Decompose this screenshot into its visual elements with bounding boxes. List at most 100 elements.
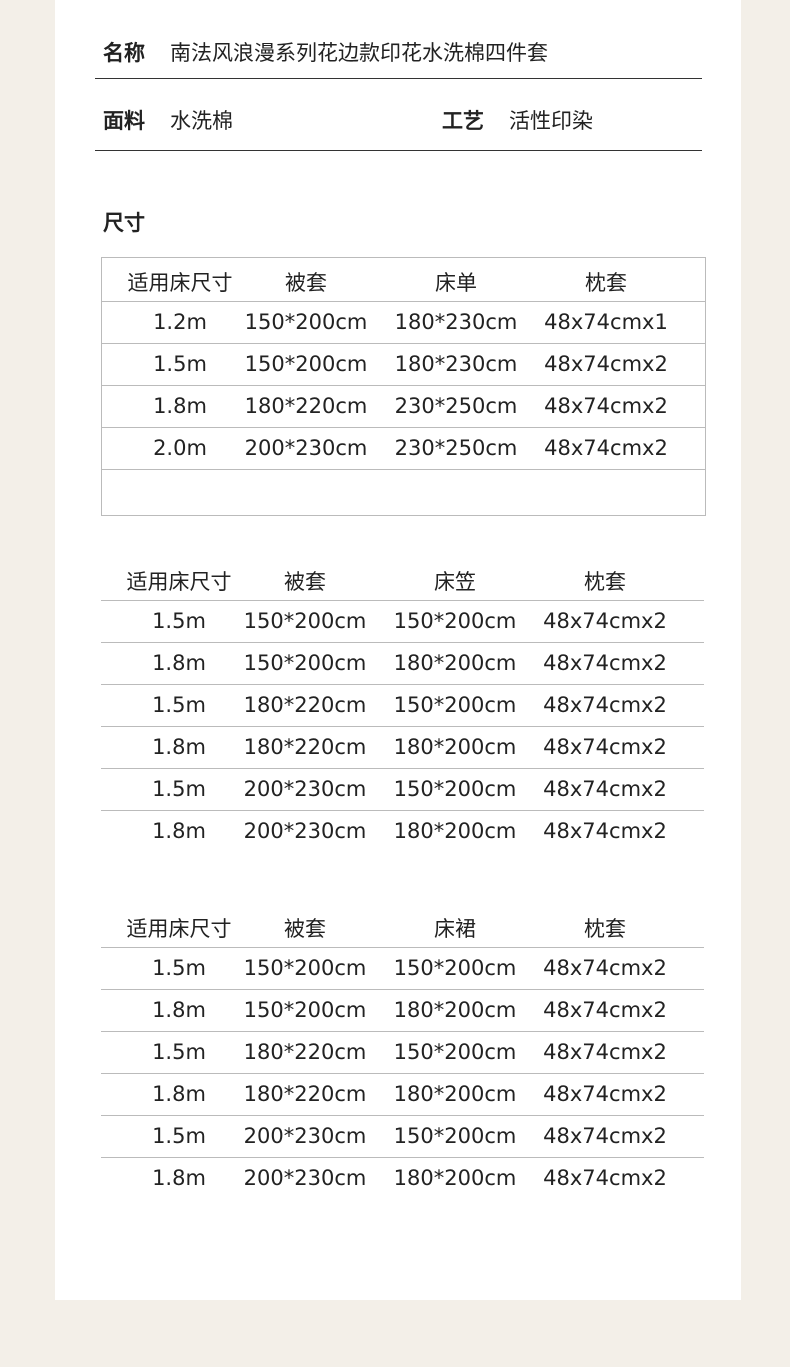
table-cell: 200*230cm: [243, 1124, 367, 1148]
header-cell: 被套: [284, 917, 326, 941]
divider: [95, 150, 702, 151]
table-cell: 180*200cm: [393, 651, 517, 675]
table-cell: 180*230cm: [394, 352, 518, 376]
table-cell: 1.8m: [152, 819, 206, 843]
table-cell: 180*200cm: [393, 1082, 517, 1106]
table-row: 1.8m 150*200cm 180*200cm 48x74cmx2: [101, 990, 704, 1032]
table-cell: 2.0m: [153, 436, 207, 460]
table-cell: 1.8m: [152, 998, 206, 1022]
table-row: 1.8m 200*230cm 180*200cm 48x74cmx2: [101, 1158, 704, 1199]
table-row: 1.5m 150*200cm 180*230cm 48x74cmx2: [102, 344, 705, 386]
table-cell: 48x74cmx2: [544, 394, 668, 418]
table-cell: 150*200cm: [244, 352, 368, 376]
table-cell: 180*220cm: [243, 1082, 367, 1106]
table-cell: 48x74cmx2: [543, 735, 667, 759]
header-cell: 枕套: [585, 271, 627, 295]
table-row: 2.0m 200*230cm 230*250cm 48x74cmx2: [102, 428, 705, 470]
header-cell: 枕套: [584, 570, 626, 594]
header-cell: 适用床尺寸: [127, 271, 233, 295]
table-cell: 230*250cm: [394, 436, 518, 460]
table-cell: 1.2m: [153, 310, 207, 334]
table-cell: 150*200cm: [243, 998, 367, 1022]
table-cell: 180*230cm: [394, 310, 518, 334]
table-cell: 1.5m: [152, 777, 206, 801]
header-cell: 被套: [285, 271, 327, 295]
header-cell: 被套: [284, 570, 326, 594]
table-cell: 48x74cmx2: [543, 1040, 667, 1064]
table-row: 1.8m 150*200cm 180*200cm 48x74cmx2: [101, 643, 704, 685]
table-cell: 150*200cm: [393, 777, 517, 801]
table-cell: 1.8m: [152, 735, 206, 759]
header-cell: 枕套: [584, 917, 626, 941]
table-cell: [381, 470, 531, 515]
table-row: [102, 470, 705, 515]
header-cell: 适用床尺寸: [126, 917, 232, 941]
table-cell: 48x74cmx2: [543, 998, 667, 1022]
divider: [95, 78, 702, 79]
table-header-row: 适用床尺寸 被套 床单 枕套: [102, 258, 705, 302]
table-cell: 1.8m: [152, 1082, 206, 1106]
table-cell: 48x74cmx2: [543, 651, 667, 675]
table-cell: 1.5m: [153, 352, 207, 376]
table-cell: 48x74cmx2: [543, 819, 667, 843]
table-row: 1.8m 200*230cm 180*200cm 48x74cmx2: [101, 811, 704, 852]
table-cell: 180*200cm: [393, 1166, 517, 1190]
table-cell: 1.5m: [152, 1124, 206, 1148]
table-cell: 150*200cm: [393, 956, 517, 980]
fabric-value: 水洗棉: [170, 109, 233, 133]
table-cell: 200*230cm: [244, 436, 368, 460]
table-cell: 48x74cmx2: [543, 609, 667, 633]
table-cell: 48x74cmx2: [544, 436, 668, 460]
table-cell: 1.5m: [152, 956, 206, 980]
table-cell: [531, 470, 681, 515]
size-table-bed-skirt: 适用床尺寸 被套 床裙 枕套 1.5m 150*200cm 150*200cm 48x74cm…: [101, 904, 704, 1199]
table-cell: 180*200cm: [393, 998, 517, 1022]
table-cell: 48x74cmx2: [544, 352, 668, 376]
table-cell: 180*220cm: [244, 394, 368, 418]
table-cell: 48x74cmx2: [543, 777, 667, 801]
content-panel: [55, 0, 741, 1300]
table-cell: 180*200cm: [393, 735, 517, 759]
table-row: 1.2m 150*200cm 180*230cm 48x74cmx1: [102, 302, 705, 344]
table-row: 1.5m 150*200cm 150*200cm 48x74cmx2: [101, 601, 704, 643]
table-header-row: 适用床尺寸 被套 床笠 枕套: [101, 557, 704, 601]
size-table-fitted-sheet: 适用床尺寸 被套 床笠 枕套 1.5m 150*200cm 150*200cm 48x74cm…: [101, 557, 704, 852]
table-cell: 150*200cm: [393, 1040, 517, 1064]
table-header-row: 适用床尺寸 被套 床裙 枕套: [101, 904, 704, 948]
table-cell: 1.5m: [152, 609, 206, 633]
table-row: 1.8m 180*220cm 230*250cm 48x74cmx2: [102, 386, 705, 428]
table-cell: 150*200cm: [243, 956, 367, 980]
table-cell: 200*230cm: [243, 1166, 367, 1190]
header-cell: 床笠: [434, 570, 476, 594]
table-row: 1.8m 180*220cm 180*200cm 48x74cmx2: [101, 1074, 704, 1116]
table-cell: 48x74cmx2: [543, 956, 667, 980]
table-cell: 200*230cm: [243, 777, 367, 801]
craft-value: 活性印染: [509, 109, 593, 133]
table-cell: 48x74cmx2: [543, 1166, 667, 1190]
craft-label: 工艺: [442, 109, 484, 133]
table-cell: 48x74cmx1: [544, 310, 668, 334]
table-cell: 150*200cm: [244, 310, 368, 334]
table-cell: 150*200cm: [243, 651, 367, 675]
table-cell: 150*200cm: [393, 609, 517, 633]
size-table-sheet: 适用床尺寸 被套 床单 枕套 1.2m 150*200cm 180*230cm 48x74cm…: [101, 257, 706, 516]
table-row: 1.5m 200*230cm 150*200cm 48x74cmx2: [101, 1116, 704, 1158]
table-cell: 150*200cm: [393, 1124, 517, 1148]
table-cell: 1.8m: [153, 394, 207, 418]
table-row: 1.5m 180*220cm 150*200cm 48x74cmx2: [101, 1032, 704, 1074]
table-cell: 180*220cm: [243, 693, 367, 717]
table-cell: 48x74cmx2: [543, 1082, 667, 1106]
table-cell: 1.5m: [152, 1040, 206, 1064]
table-cell: 200*230cm: [243, 819, 367, 843]
table-cell: 1.8m: [152, 651, 206, 675]
table-cell: 180*220cm: [243, 1040, 367, 1064]
size-heading: 尺寸: [103, 211, 145, 235]
header-cell: 适用床尺寸: [126, 570, 232, 594]
table-row: 1.8m 180*220cm 180*200cm 48x74cmx2: [101, 727, 704, 769]
table-cell: 150*200cm: [243, 609, 367, 633]
header-cell: 床单: [435, 271, 477, 295]
table-cell: 1.8m: [152, 1166, 206, 1190]
fabric-label: 面料: [103, 109, 145, 133]
table-cell: [231, 470, 381, 515]
table-cell: 48x74cmx2: [543, 1124, 667, 1148]
